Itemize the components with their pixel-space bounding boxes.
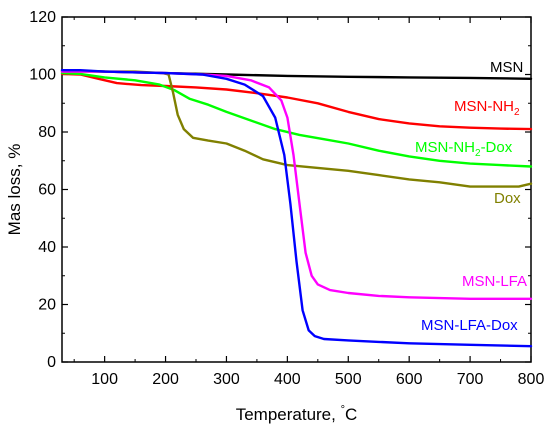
x-tick-label: 800 xyxy=(518,371,545,388)
y-tick-label: 60 xyxy=(38,182,56,199)
y-tick-label: 80 xyxy=(38,124,56,141)
plot-frame xyxy=(61,16,532,363)
x-tick-label: 400 xyxy=(274,371,301,388)
y-tick-label: 0 xyxy=(47,354,56,371)
y-tick-label: 40 xyxy=(38,239,56,256)
series-label-msn: MSN xyxy=(490,59,523,76)
x-axis-title: Temperature, °C xyxy=(236,404,358,424)
series-line-msn-lfa-dox xyxy=(60,69,533,348)
series-label-msn-lfa: MSN-LFA xyxy=(462,273,527,290)
x-axis-title-unit-c: C xyxy=(345,405,357,424)
x-tick-label: 500 xyxy=(335,371,362,388)
x-axis-title-text: Temperature, xyxy=(236,405,341,424)
y-tick-label: 100 xyxy=(29,67,56,84)
series-label-msn-nh2-dox: MSN-NH2-Dox xyxy=(415,139,513,159)
x-tick-label: 100 xyxy=(91,371,118,388)
x-axis-title-unit: ° xyxy=(341,404,345,416)
series-label-msn-lfa-dox: MSN-LFA-Dox xyxy=(421,317,518,334)
series-line-dox xyxy=(60,70,533,188)
y-axis-title: Mas loss, % xyxy=(5,144,24,236)
series-label-msn-nh2: MSN-NH2 xyxy=(454,98,520,118)
x-tick-label: 200 xyxy=(152,371,179,388)
ticks-group: 0 20 40 60 80 100 120 100 200 300 400 500 600 700 800 xyxy=(29,9,544,388)
x-tick-label: 700 xyxy=(457,371,484,388)
series-label-dox: Dox xyxy=(494,190,521,207)
y-tick-label: 120 xyxy=(29,9,56,26)
series-line-msn-nh2-dox xyxy=(60,71,533,168)
series-line-msn-nh2 xyxy=(60,72,533,131)
x-tick-label: 600 xyxy=(396,371,423,388)
y-tick-label: 20 xyxy=(38,297,56,314)
x-tick-label: 300 xyxy=(213,371,240,388)
series-group xyxy=(60,69,533,348)
